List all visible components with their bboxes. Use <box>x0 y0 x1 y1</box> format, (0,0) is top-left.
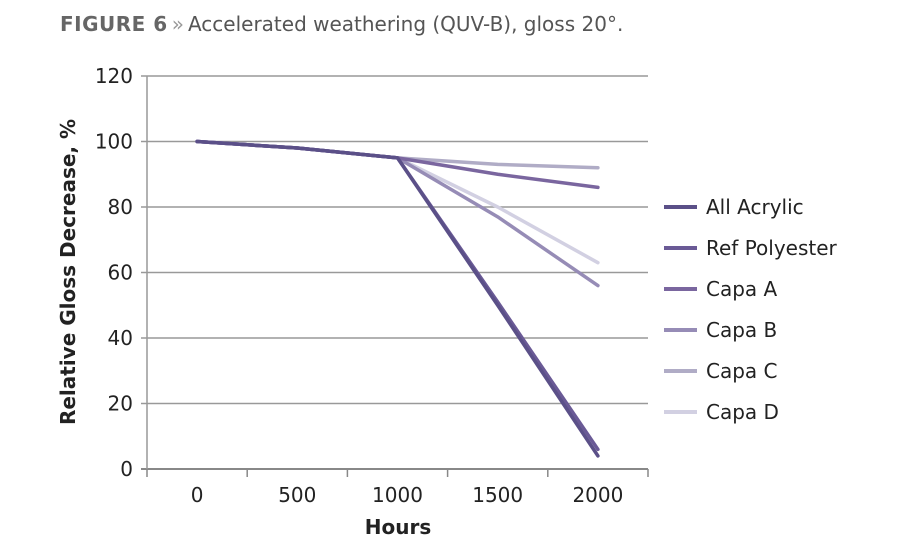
legend-label: Capa B <box>706 318 777 342</box>
y-tick-label: 120 <box>95 64 133 88</box>
legend-label: Ref Polyester <box>706 236 838 260</box>
x-tick-label: 1000 <box>372 483 423 507</box>
series-line-capa-b <box>195 139 600 288</box>
legend-label: Capa C <box>706 359 778 383</box>
legend: All Acrylic Ref Polyester Capa A Capa B Capa… <box>664 195 838 424</box>
y-tick-label: 0 <box>120 457 133 481</box>
y-axis-ticks: 0 20 40 60 80 100 120 <box>95 64 133 481</box>
gridlines <box>141 75 649 477</box>
y-tick-label: 60 <box>108 261 133 285</box>
legend-label: Capa A <box>706 277 778 301</box>
series-line-all-acrylic <box>195 139 600 458</box>
x-tick-label: 1500 <box>472 483 523 507</box>
figure-title: FIGURE 6» Accelerated weathering (QUV-B),… <box>60 12 623 36</box>
series-lines <box>195 139 600 458</box>
y-tick-label: 20 <box>108 392 133 416</box>
figure-separator: » <box>171 12 184 36</box>
y-axis-label: Relative Gloss Decrease, % <box>56 119 80 425</box>
x-axis-label: Hours <box>365 515 431 539</box>
legend-label: All Acrylic <box>706 195 804 219</box>
legend-label: Capa D <box>706 400 779 424</box>
x-tick-label: 0 <box>191 483 204 507</box>
y-tick-label: 100 <box>95 130 133 154</box>
y-tick-label: 80 <box>108 195 133 219</box>
x-axis-ticks: 0 500 1000 1500 2000 <box>191 483 624 507</box>
x-tick-label: 500 <box>278 483 316 507</box>
figure-label: FIGURE 6 <box>60 12 168 36</box>
x-tick-label: 2000 <box>572 483 623 507</box>
y-tick-label: 40 <box>108 326 133 350</box>
figure-caption: Accelerated weathering (QUV-B), gloss 20… <box>187 12 624 36</box>
